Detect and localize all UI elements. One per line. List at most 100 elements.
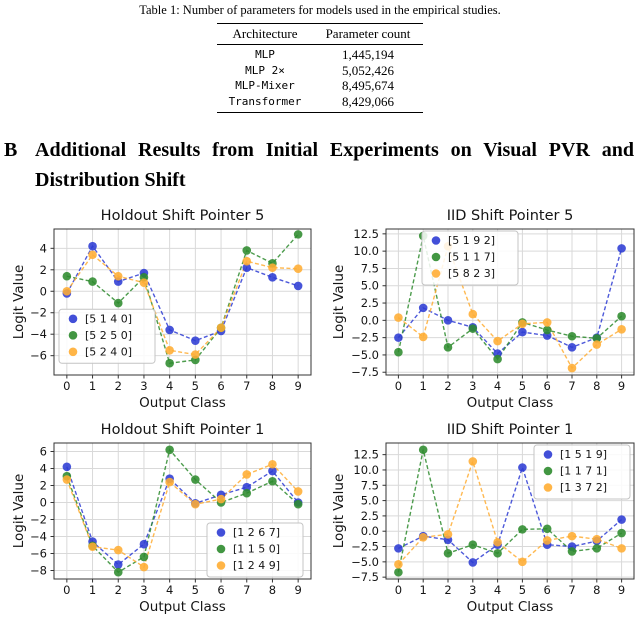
svg-text:10.0: 10.0	[353, 244, 379, 258]
svg-text:4: 4	[494, 379, 501, 393]
section-heading: B Additional Results from Initial Experi…	[4, 139, 634, 192]
cell-parameter-count: 5,052,426	[342, 62, 394, 78]
svg-text:4: 4	[166, 583, 173, 597]
chart-title: Holdout Shift Pointer 5	[101, 208, 265, 224]
svg-text:12.5: 12.5	[353, 227, 379, 241]
legend-entry: [1 1 7 1]	[560, 465, 607, 478]
svg-text:0: 0	[40, 284, 47, 298]
cell-architecture: MLP	[255, 48, 275, 61]
svg-text:−4: −4	[30, 327, 47, 341]
svg-text:9: 9	[618, 583, 625, 597]
section-title: Additional Results from Initial Experime…	[35, 139, 634, 192]
table-body: MLP 1,445,194 MLP 2× 5,052,426 MLP-Mixer…	[217, 45, 423, 112]
chart-svg: 0 1 2 3 4 5 6 7 8 9 4 2 0 −2 −4 −6 Holdout Shift Pointer…	[11, 208, 312, 411]
svg-text:4: 4	[494, 583, 501, 597]
svg-text:3: 3	[140, 583, 147, 597]
chart-iid-shift-pointer-1: 0 1 2 3 4 5 6 7 8 9 12.5 10.0 7.5 5.0 2.5 0.0 −2.5 −5.0 −7…	[330, 417, 640, 619]
svg-text:2.5: 2.5	[361, 296, 379, 310]
section-title-line1: Additional Results from Initial Experime…	[35, 139, 634, 161]
svg-text:6: 6	[40, 445, 47, 459]
legend-entry: [5 8 2 3]	[448, 267, 495, 280]
svg-text:0: 0	[40, 496, 47, 510]
legend-entry: [5 1 4 0]	[85, 312, 132, 325]
cell-parameter-count: 1,445,194	[342, 47, 394, 62]
svg-text:7: 7	[568, 583, 575, 597]
legend-entry: [5 2 4 0]	[85, 345, 132, 358]
y-axis-label: Logit Value	[11, 265, 27, 340]
svg-text:2: 2	[444, 379, 451, 393]
svg-text:−6: −6	[30, 349, 47, 363]
svg-text:10.0: 10.0	[353, 463, 379, 477]
svg-text:6: 6	[544, 379, 551, 393]
svg-text:6: 6	[217, 379, 224, 393]
section-title-line2: Distribution Shift	[35, 169, 186, 191]
svg-text:7.5: 7.5	[361, 478, 379, 492]
legend-entry: [1 3 7 2]	[560, 481, 607, 494]
legend-entry: [5 2 5 0]	[85, 329, 132, 342]
svg-text:2: 2	[40, 263, 47, 277]
svg-text:5: 5	[519, 379, 526, 393]
section-label: B	[4, 139, 18, 161]
svg-text:−8: −8	[30, 564, 47, 578]
table-top-rule	[217, 23, 423, 24]
legend-entry: [5 1 1 7]	[448, 251, 495, 264]
x-axis-label: Output Class	[139, 395, 226, 411]
legend-entry: [5 1 9 2]	[448, 234, 495, 247]
y-axis-label: Logit Value	[11, 474, 27, 549]
series-markers	[62, 459, 303, 572]
svg-text:5.0: 5.0	[361, 494, 379, 508]
y-axis-label: Logit Value	[331, 474, 347, 549]
svg-text:−2: −2	[30, 306, 47, 320]
svg-text:−7.5: −7.5	[351, 365, 379, 379]
svg-text:2: 2	[444, 583, 451, 597]
legend: [1 5 1 9] [1 1 7 1] [1 3 7 2]	[533, 444, 631, 500]
svg-text:0: 0	[395, 583, 402, 597]
svg-text:−2.5: −2.5	[351, 540, 379, 554]
legend: [1 2 6 7] [1 1 5 0] [1 2 4 9]	[206, 522, 304, 578]
table-row: Transformer 8,429,066	[217, 94, 423, 110]
svg-text:0: 0	[395, 379, 402, 393]
chart-title: Holdout Shift Pointer 1	[101, 422, 265, 438]
parameters-table: Architecture Parameter count MLP 1,445,1…	[217, 23, 423, 113]
chart-title: IID Shift Pointer 1	[447, 422, 574, 438]
cell-parameter-count: 8,429,066	[342, 93, 394, 109]
chart-svg: 0 1 2 3 4 5 6 7 8 9 12.5 10.0 7.5 5.0 2.5 0.0 −2.5 −5.0 −7…	[331, 208, 635, 411]
svg-text:9: 9	[294, 583, 301, 597]
svg-text:7: 7	[243, 379, 250, 393]
svg-text:0.0: 0.0	[361, 524, 379, 538]
svg-text:5.0: 5.0	[361, 279, 379, 293]
table-mid-rule	[217, 44, 423, 45]
svg-text:9: 9	[618, 379, 625, 393]
svg-text:4: 4	[40, 241, 47, 255]
legend: [5 1 9 2] [5 1 1 7] [5 8 2 3]	[421, 230, 519, 286]
table-bottom-rule	[217, 112, 423, 113]
x-axis-label: Output Class	[467, 395, 554, 411]
svg-text:−7.5: −7.5	[351, 570, 379, 584]
svg-text:12.5: 12.5	[353, 448, 379, 462]
table-row: MLP 2× 5,052,426	[217, 63, 423, 79]
svg-text:8: 8	[593, 583, 600, 597]
cell-architecture: MLP 2×	[245, 63, 285, 77]
chart-title: IID Shift Pointer 5	[447, 208, 574, 224]
legend: [5 1 4 0] [5 2 5 0] [5 2 4 0]	[58, 308, 156, 364]
svg-text:6: 6	[544, 583, 551, 597]
svg-text:8: 8	[593, 379, 600, 393]
x-axis-label: Output Class	[467, 599, 554, 615]
svg-text:4: 4	[40, 462, 47, 476]
y-axis-label: Logit Value	[331, 265, 347, 340]
svg-text:1: 1	[89, 583, 96, 597]
legend-entry: [1 2 6 7]	[233, 526, 280, 539]
chart-holdout-shift-pointer-5: 0 1 2 3 4 5 6 7 8 9 4 2 0 −2 −4 −6 Holdout Shift Pointer…	[10, 203, 320, 415]
svg-text:2: 2	[115, 583, 122, 597]
svg-text:8: 8	[269, 379, 276, 393]
svg-text:7: 7	[568, 379, 575, 393]
svg-text:−2: −2	[30, 513, 47, 527]
svg-text:−5.0: −5.0	[351, 348, 379, 362]
svg-text:4: 4	[166, 379, 173, 393]
svg-text:1: 1	[89, 379, 96, 393]
chart-holdout-shift-pointer-1: 0 1 2 3 4 5 6 7 8 9 6 4 2 0 −2 −4 −6 −8 Holdout Shift Poin…	[10, 417, 320, 619]
svg-text:7: 7	[243, 583, 250, 597]
svg-text:8: 8	[269, 583, 276, 597]
svg-text:1: 1	[420, 379, 427, 393]
